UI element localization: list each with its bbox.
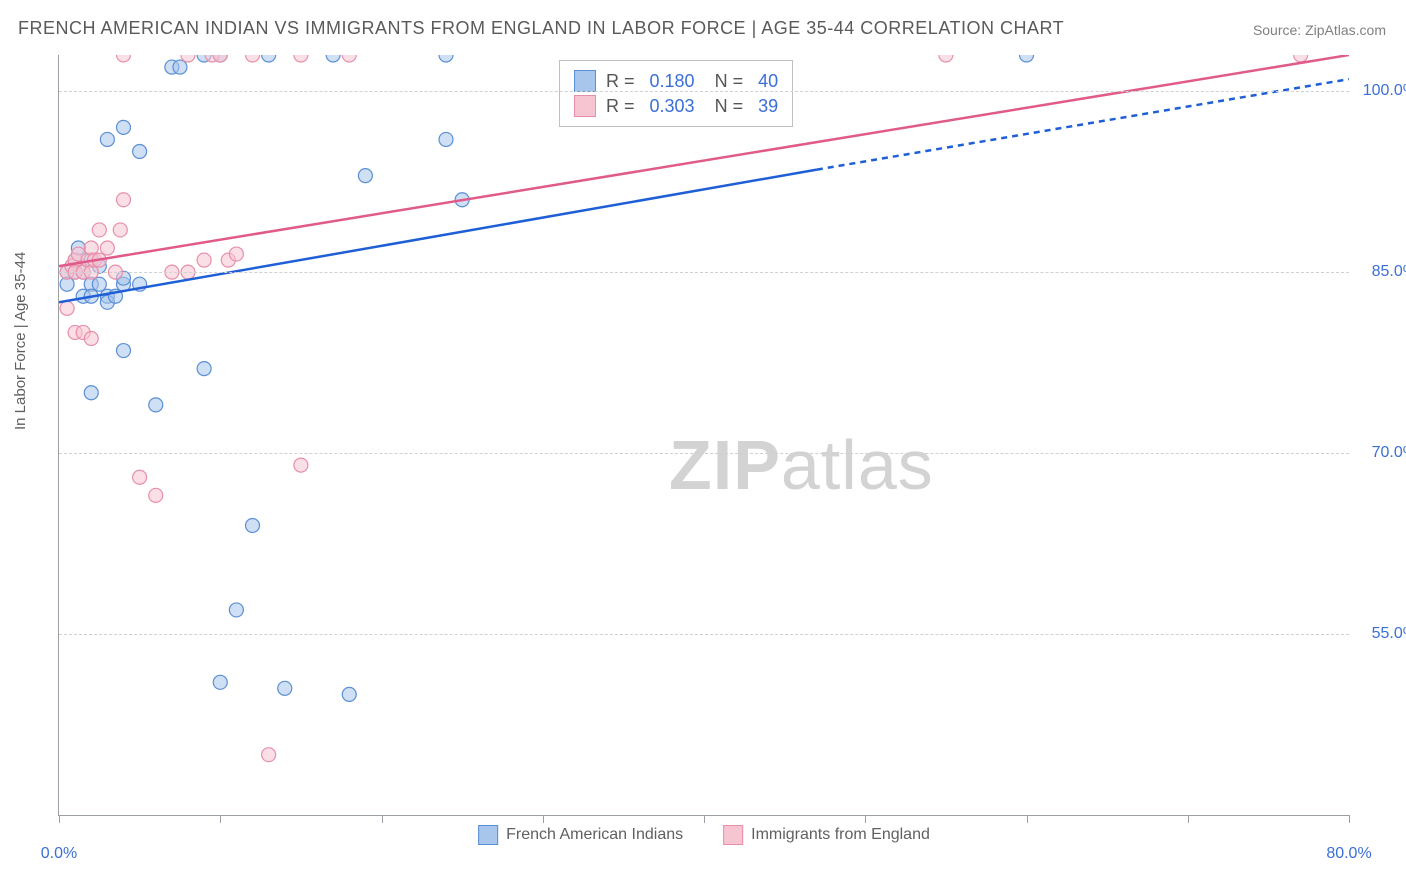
legend-swatch <box>723 825 743 845</box>
ytick-label: 100.0% <box>1363 82 1406 100</box>
legend-label: Immigrants from England <box>751 826 930 844</box>
source-label: Source: ZipAtlas.com <box>1253 22 1386 38</box>
swatch-series-1 <box>574 70 596 92</box>
y-axis-label: In Labor Force | Age 35-44 <box>12 252 29 430</box>
legend-item: French American Indians <box>478 825 683 845</box>
ytick-label: 70.0% <box>1372 444 1406 462</box>
watermark: ZIPatlas <box>669 425 934 505</box>
legend-swatch <box>478 825 498 845</box>
corr-row-1: R = 0.180 N = 40 <box>574 70 778 92</box>
ytick-label: 85.0% <box>1372 263 1406 281</box>
ytick-label: 55.0% <box>1372 625 1406 643</box>
swatch-series-2 <box>574 95 596 117</box>
plot-area: ZIPatlas R = 0.180 N = 40 R = 0.303 N = … <box>58 55 1349 816</box>
correlation-box: R = 0.180 N = 40 R = 0.303 N = 39 <box>559 60 793 127</box>
corr-row-2: R = 0.303 N = 39 <box>574 95 778 117</box>
xtick-label: 0.0% <box>41 845 77 863</box>
legend-label: French American Indians <box>506 826 683 844</box>
legend: French American Indians Immigrants from E… <box>478 825 930 845</box>
legend-item: Immigrants from England <box>723 825 930 845</box>
xtick-label: 80.0% <box>1326 845 1371 863</box>
chart-title: FRENCH AMERICAN INDIAN VS IMMIGRANTS FRO… <box>18 18 1064 39</box>
